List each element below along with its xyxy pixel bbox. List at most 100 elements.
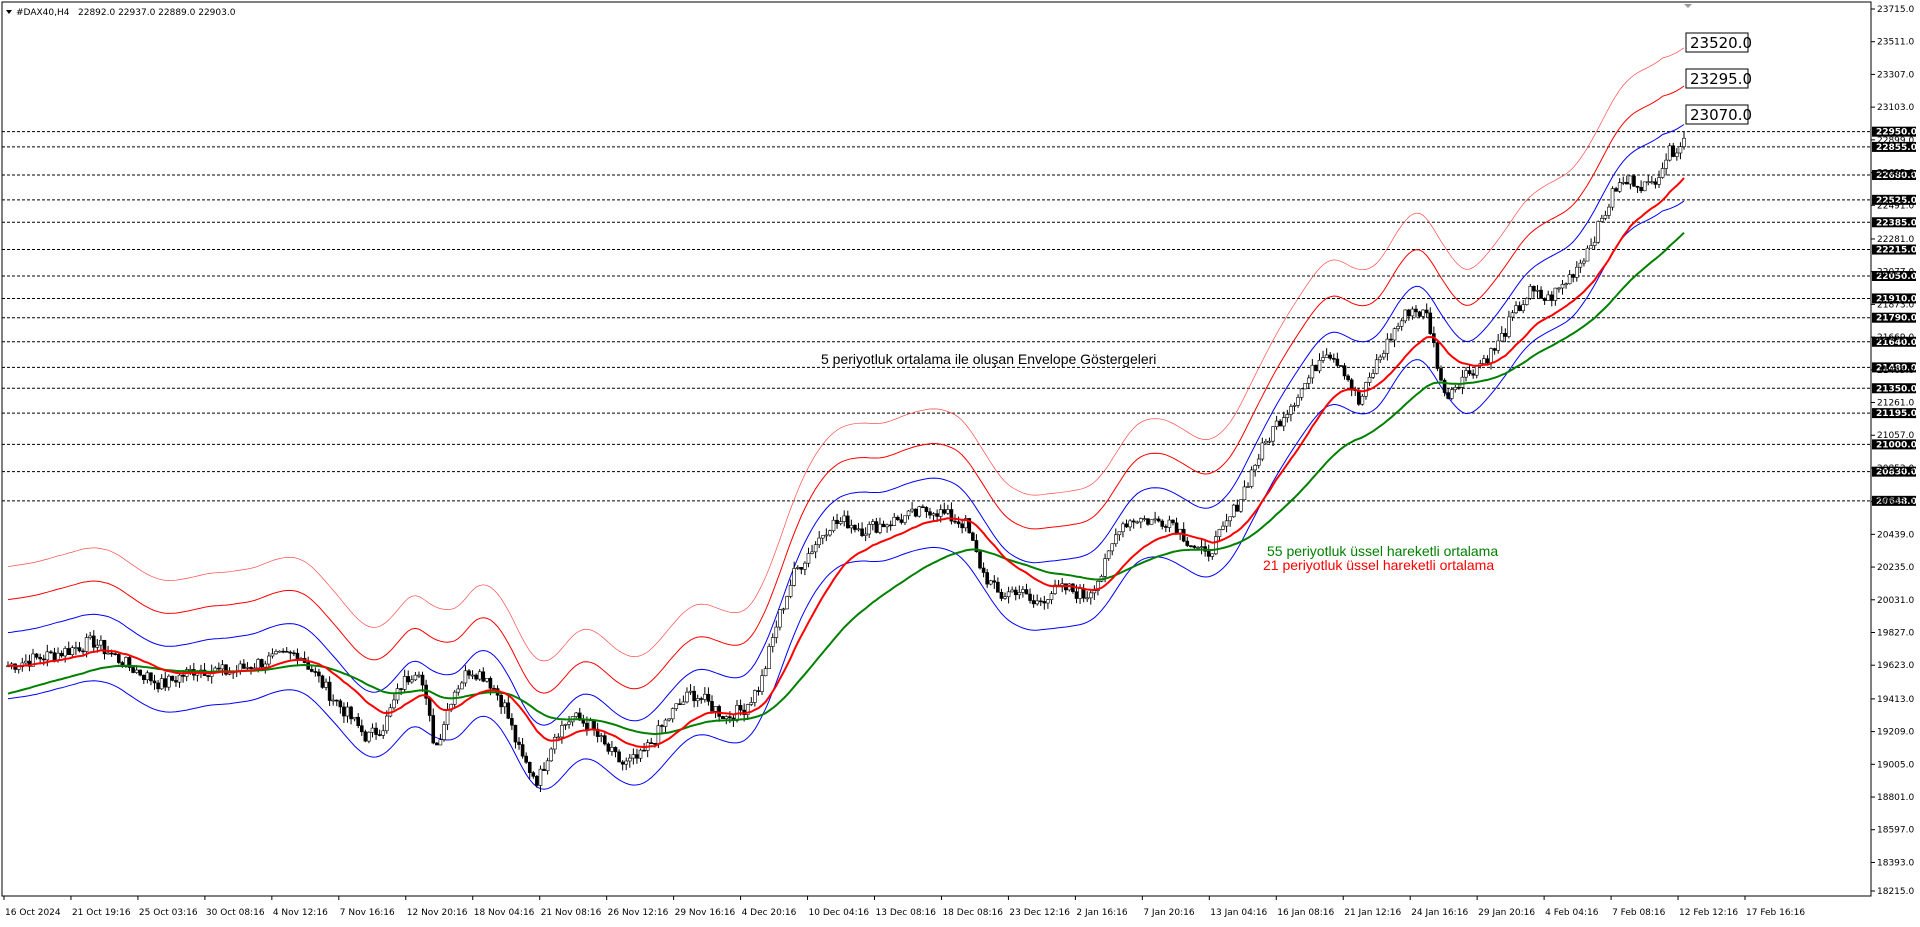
candle-body (946, 509, 950, 514)
candle-body (692, 690, 696, 702)
candle-body (1164, 526, 1168, 528)
candle-body (1260, 442, 1265, 460)
candle-body (1078, 588, 1082, 599)
candle-body (1153, 518, 1157, 521)
candle-body (1321, 357, 1325, 361)
candle-body (127, 657, 132, 668)
candle-body (227, 672, 232, 675)
candle-body (84, 637, 89, 652)
x-tick-label: 21 Oct 19:16 (72, 908, 131, 918)
level-label: 22385.0 (1876, 218, 1917, 228)
candle-body (1671, 145, 1676, 157)
candle-body (838, 521, 843, 524)
candle-body (638, 749, 643, 759)
candle-body (913, 508, 918, 517)
candle-body (81, 650, 85, 653)
ema-55-line (7, 231, 1685, 736)
y-tick-label: 19413.0 (1877, 695, 1914, 705)
candle-body (481, 671, 486, 682)
candle-body (996, 581, 1000, 593)
candle-body (1542, 298, 1547, 301)
candle-body (1549, 294, 1554, 301)
candle-body (1582, 260, 1586, 264)
candle-body (1042, 601, 1047, 604)
x-tick-label: 13 Jan 04:16 (1210, 908, 1267, 918)
level-tag (1872, 244, 1916, 255)
candle-body (1439, 368, 1443, 381)
candle-body (406, 676, 411, 683)
candle-body (545, 760, 550, 771)
y-tick-label: 21669.0 (1877, 333, 1914, 343)
candle-body (574, 712, 578, 717)
candle-body (1535, 289, 1540, 292)
candle-body (334, 699, 339, 702)
level-label: 22680.0 (1876, 171, 1917, 181)
candle-body (1214, 536, 1218, 555)
candle-body (792, 568, 796, 586)
candle-body (1167, 519, 1172, 528)
candle-body (917, 506, 922, 517)
candle-body (1442, 379, 1447, 393)
level-tag (1872, 126, 1916, 137)
candle-body (1553, 287, 1558, 301)
scroll-marker-icon[interactable] (1684, 4, 1692, 8)
x-tick-label: 21 Nov 08:16 (541, 908, 602, 918)
candle-body (963, 518, 968, 529)
candle-body (910, 508, 914, 512)
chevron-down-icon[interactable] (6, 10, 12, 14)
level-tag (1872, 293, 1916, 304)
candle-body (1399, 320, 1404, 327)
candle-body (274, 651, 278, 655)
candle-body (1317, 360, 1322, 372)
target-box-3: 23070.0 (1685, 104, 1752, 125)
candle-body (549, 748, 553, 762)
candle-body (1524, 298, 1529, 305)
y-tick-label: 18215.0 (1877, 887, 1914, 897)
candle-body (1303, 383, 1308, 390)
candle-body (556, 736, 561, 739)
candle-body (163, 678, 168, 688)
candle-body (1228, 516, 1232, 522)
candle-body (1557, 287, 1561, 290)
candle-body (717, 706, 721, 717)
candle-body (1667, 145, 1672, 161)
candle-body (981, 567, 986, 573)
candle-body (985, 572, 989, 585)
candle-body (1639, 187, 1643, 192)
level-tag (1872, 217, 1916, 228)
candle-body (1628, 175, 1633, 185)
candle-body (1514, 305, 1518, 314)
candle-body (1349, 379, 1354, 390)
candle-body (34, 653, 39, 658)
candle-body (492, 687, 496, 690)
candle-body (1507, 316, 1511, 337)
candle-body (1003, 596, 1007, 599)
candle-body (1128, 520, 1132, 528)
candle-body (560, 725, 564, 738)
candle-body (152, 680, 157, 684)
candle-body (399, 688, 403, 690)
candle-body (410, 679, 414, 683)
candle-body (552, 737, 557, 750)
candle-body (1314, 364, 1318, 372)
candle-body (760, 675, 764, 692)
candle-body (860, 528, 864, 536)
candle-body (1149, 519, 1154, 525)
horizontal-levels: 22950.0 22855.0 22680.0 22525.0 22385.0 22215… (2, 126, 1917, 507)
target-box-2: 23295.0 (1685, 68, 1752, 89)
candle-body (49, 651, 53, 654)
candle-body (1614, 188, 1618, 192)
candle-body (1346, 375, 1350, 381)
candle-body (1342, 365, 1347, 377)
candle-body (1653, 181, 1658, 185)
envelope-outer-upper (7, 47, 1685, 662)
candle-body (1360, 395, 1365, 405)
moving-averages (7, 177, 1685, 749)
candle-body (288, 651, 293, 654)
candle-body (1482, 358, 1486, 364)
target-box-1: 23520.0 (1685, 32, 1752, 53)
candle-body (220, 664, 225, 670)
x-tick-label: 7 Nov 16:16 (340, 908, 395, 918)
candle-body (613, 747, 618, 753)
